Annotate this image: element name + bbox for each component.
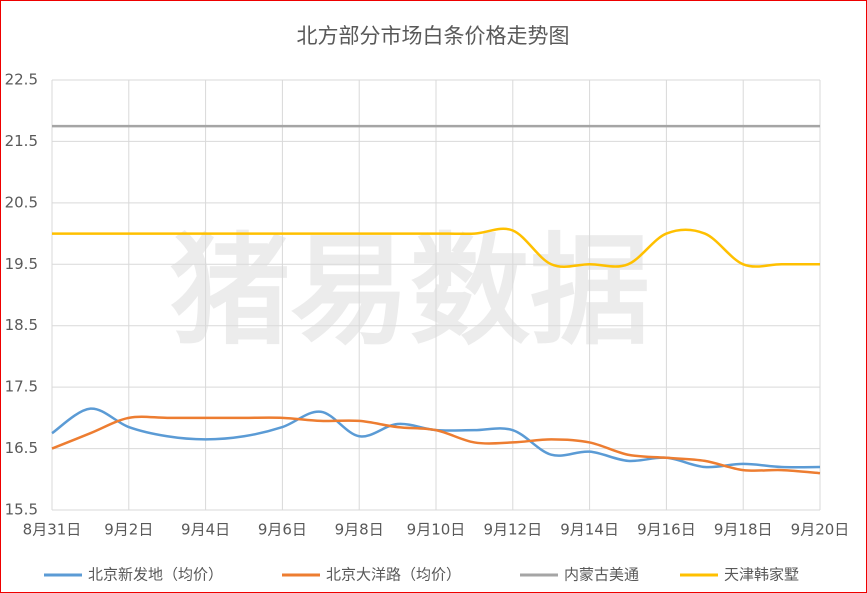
y-tick-label: 17.5 — [5, 378, 38, 396]
y-tick-label: 21.5 — [5, 132, 38, 150]
y-tick-label: 16.5 — [5, 439, 38, 457]
x-tick-label: 9月12日 — [483, 521, 542, 539]
x-tick-label: 9月4日 — [181, 521, 230, 539]
x-tick-label: 8月31日 — [23, 521, 82, 539]
chart-title: 北方部分市场白条价格走势图 — [297, 24, 570, 48]
x-tick-label: 9月6日 — [258, 521, 307, 539]
y-tick-label: 15.5 — [5, 501, 38, 519]
y-tick-label: 19.5 — [5, 255, 38, 273]
x-tick-label: 9月20日 — [791, 521, 850, 539]
line-series — [51, 415, 821, 475]
legend-label: 天津韩家墅 — [724, 566, 799, 584]
y-tick-label: 22.5 — [5, 71, 38, 89]
x-tick-label: 9月14日 — [560, 521, 619, 539]
x-tick-label: 9月2日 — [104, 521, 153, 539]
line-series — [51, 227, 820, 269]
legend-label: 内蒙古美通 — [564, 566, 639, 584]
x-tick-label: 9月10日 — [407, 521, 466, 539]
watermark: 猪易数据 — [170, 223, 650, 362]
x-tick-label: 9月18日 — [714, 521, 773, 539]
legend-label: 北京新发地（均价） — [88, 566, 223, 584]
legend-label: 北京大洋路（均价） — [326, 566, 461, 584]
x-tick-label: 9月16日 — [637, 521, 696, 539]
x-tick-label: 9月8日 — [335, 521, 384, 539]
y-tick-label: 20.5 — [5, 193, 38, 211]
y-tick-label: 18.5 — [5, 316, 38, 334]
